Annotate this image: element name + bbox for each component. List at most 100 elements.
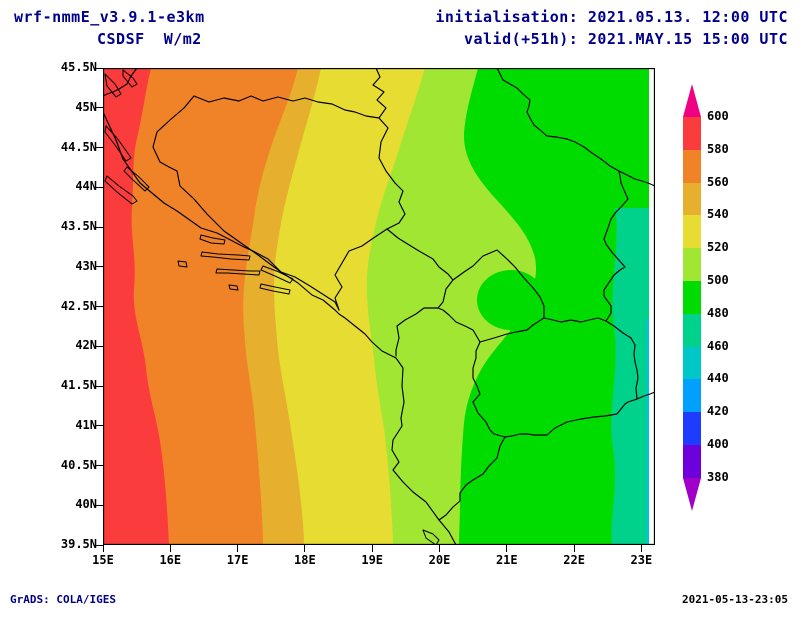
colorbar-level-label: 380: [707, 469, 729, 484]
map-plot: [102, 67, 656, 546]
colorbar-level-label: 420: [707, 404, 729, 419]
island-vis: [177, 260, 188, 268]
lat-tick-label: 41.5N: [60, 378, 97, 392]
border-greece-bulgaria: [636, 391, 656, 400]
colorbar-segment: [683, 412, 701, 446]
lat-tick-label: 41N: [75, 417, 97, 432]
lon-tick-label: 18E: [294, 553, 316, 567]
lon-tickmark: [237, 545, 239, 552]
island-mljet: [259, 283, 291, 295]
colorbar-arrow-top: [683, 84, 701, 117]
init-time-label: initialisation: 2021.05.13. 12:00 UTC: [435, 8, 788, 26]
model-title: wrf-nmmE_v3.9.1-e3km: [14, 8, 205, 26]
border-macedonia-greece: [504, 398, 638, 438]
island-lastovo: [228, 284, 239, 291]
lon-tick-label: 22E: [563, 553, 585, 567]
lat-tickmark: [96, 306, 103, 307]
map-canvas: [102, 67, 656, 546]
border-kosovo-albania: [437, 307, 481, 343]
border-macedonia-serbia: [543, 317, 607, 323]
border-drina: [378, 117, 406, 230]
border-serbia-romania: [496, 67, 620, 172]
country-borders: [102, 67, 656, 546]
coastline: [102, 111, 457, 546]
island: [104, 73, 122, 98]
lon-tick-label: 19E: [361, 553, 384, 567]
colorbar-level-label: 440: [707, 371, 729, 386]
border-macedonia-bulgaria: [605, 320, 639, 400]
lat-tickmark: [96, 345, 103, 347]
lon-tickmark: [640, 545, 642, 552]
lon-tickmark: [304, 545, 306, 552]
lat-tickmark: [96, 425, 103, 427]
lon-tickmark: [573, 545, 575, 552]
colorbar-segment: [683, 117, 701, 151]
island-hvar: [200, 251, 251, 261]
border-albania-greece: [438, 436, 506, 521]
grads-credit: GrADS: COLA/IGES: [10, 593, 116, 606]
peninsula-peljesac: [260, 265, 294, 284]
lon-tick-label: 17E: [226, 553, 249, 567]
lat-tick-label: 43.5N: [60, 219, 97, 233]
lat-tick-label: 45N: [75, 99, 97, 114]
colorbar-level-label: 560: [707, 174, 729, 189]
lat-tick-label: 44N: [75, 179, 97, 194]
border-montenegro-albania: [395, 307, 439, 357]
lat-tickmark: [96, 226, 103, 228]
lat-tick-label: 39.5N: [60, 537, 97, 551]
lon-tick-label: 20E: [428, 553, 451, 567]
colorbar-level-label: 400: [707, 437, 729, 451]
border-sava: [193, 95, 380, 119]
border-albania-macedonia: [472, 341, 506, 438]
lat-tick-label: 42.5N: [60, 298, 97, 313]
lon-tick-label: 16E: [159, 553, 182, 567]
colorbar-level-label: 500: [707, 273, 729, 287]
colorbar-segment: [683, 346, 701, 380]
colorbar-segment: [683, 149, 701, 184]
colorbar-level-label: 580: [707, 141, 729, 156]
variable-title: CSDSF W/m2: [97, 30, 202, 48]
lat-tick-label: 42N: [75, 338, 97, 353]
island-brac: [199, 234, 226, 245]
field-band-440-460: [646, 318, 649, 545]
border-danube-bulgaria-romania: [618, 170, 656, 187]
creation-timestamp: 2021-05-13-23:05: [682, 593, 788, 606]
lat-tickmark: [96, 147, 103, 148]
lat-tick-label: 40N: [75, 497, 97, 512]
border-bosnia-montenegro: [334, 228, 388, 311]
island-kornati: [104, 175, 138, 205]
lat-tickmark: [96, 266, 103, 268]
field-nodata-strip: [649, 68, 655, 545]
colorbar-segment: [683, 379, 701, 413]
lon-tick-label: 23E: [630, 553, 653, 567]
border-croatia-serbia: [372, 67, 387, 119]
field-blob-480-500: [477, 270, 545, 330]
lat-tick-label: 43N: [75, 258, 97, 273]
colorbar-segment: [683, 281, 701, 315]
colorbar-segment: [683, 215, 701, 249]
border-montenegro-kosovo: [437, 279, 454, 309]
colorbar-level-label: 480: [707, 305, 729, 320]
island: [122, 69, 138, 88]
field-band-460-480: [611, 208, 649, 545]
border-serbia-kosovo: [452, 249, 545, 319]
lat-tickmark: [96, 186, 103, 188]
lon-tickmark: [506, 545, 508, 552]
island-pag: [104, 125, 132, 162]
lon-tickmark: [439, 545, 440, 552]
border-kosovo-macedonia: [479, 317, 545, 343]
lon-tickmark: [102, 545, 104, 552]
island: [123, 166, 150, 192]
colorbar-level-label: 460: [707, 338, 729, 353]
field-band-580-600: [103, 68, 169, 545]
map-frame: [102, 67, 656, 546]
colorbar-segment: [683, 248, 701, 282]
colorbar-segment: [683, 445, 701, 479]
border-serbia-bulgaria: [603, 170, 629, 322]
lat-tick-label: 40.5N: [60, 457, 97, 472]
lon-tick-label: 21E: [495, 553, 518, 567]
border-dubrovnik-strip: [280, 271, 340, 311]
colorbar-segment: [683, 182, 701, 216]
lat-tickmark: [96, 107, 103, 109]
island-korcula: [215, 268, 261, 276]
